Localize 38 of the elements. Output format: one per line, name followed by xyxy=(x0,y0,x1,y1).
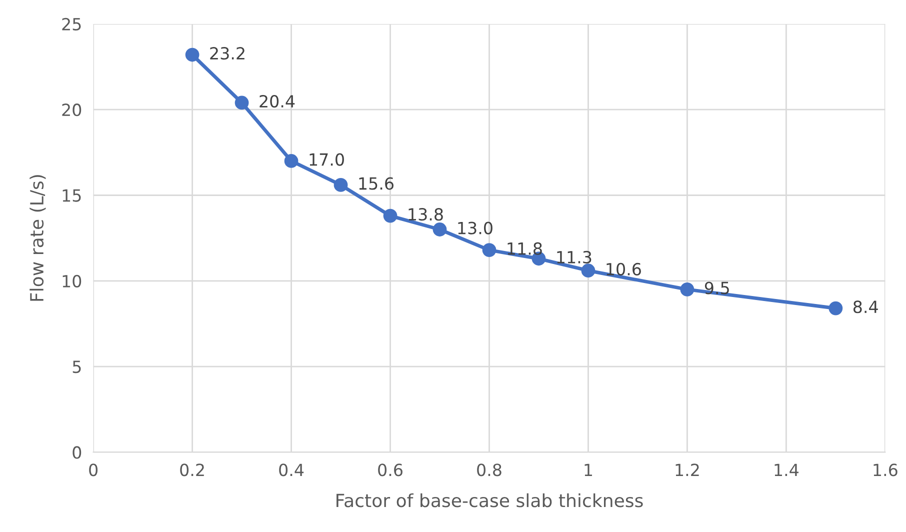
point xyxy=(432,222,447,236)
x-tick-label: 1.6 xyxy=(874,464,898,476)
y-tick-label: 20 xyxy=(62,104,82,116)
point xyxy=(185,48,200,62)
data-label: 13.0 xyxy=(458,222,492,234)
y-axis-title: Flow rate (L/s) xyxy=(30,175,46,301)
x-tick-label: 1.2 xyxy=(676,464,699,476)
y-tick-label: 25 xyxy=(62,18,81,31)
data-label: 23.2 xyxy=(210,47,244,60)
point xyxy=(828,301,843,316)
point xyxy=(680,282,694,296)
y-tick-label: 15 xyxy=(62,189,81,202)
point xyxy=(334,178,348,192)
data-label: 17.0 xyxy=(310,153,344,166)
point xyxy=(284,154,298,168)
y-tick-label: 5 xyxy=(72,360,81,374)
data-label: 15.6 xyxy=(359,177,394,190)
point xyxy=(383,208,398,223)
point xyxy=(581,264,596,278)
x-tick-label: 0.6 xyxy=(378,464,402,476)
point xyxy=(234,96,249,110)
y-tick-label: 10 xyxy=(62,274,82,288)
y-tick-label: 0 xyxy=(72,446,82,459)
x-tick-label: 0 xyxy=(89,464,98,476)
data-label: 13.8 xyxy=(408,208,443,221)
data-label: 9.5 xyxy=(704,282,729,294)
x-tick-label: 1 xyxy=(584,464,592,476)
data-label: 20.4 xyxy=(260,94,295,108)
data-label: 11.3 xyxy=(557,250,592,264)
data-label: 8.4 xyxy=(853,300,878,314)
x-tick-label: 1.4 xyxy=(774,464,798,476)
x-tick-label: 0.2 xyxy=(180,464,204,476)
point xyxy=(482,243,496,258)
x-tick-label: 0.8 xyxy=(477,464,502,476)
x-axis-title: Factor of base-case slab thickness xyxy=(336,493,643,508)
data-label: 10.6 xyxy=(606,262,641,276)
data-label: 11.8 xyxy=(508,242,542,255)
x-tick-label: 0.4 xyxy=(279,464,304,476)
